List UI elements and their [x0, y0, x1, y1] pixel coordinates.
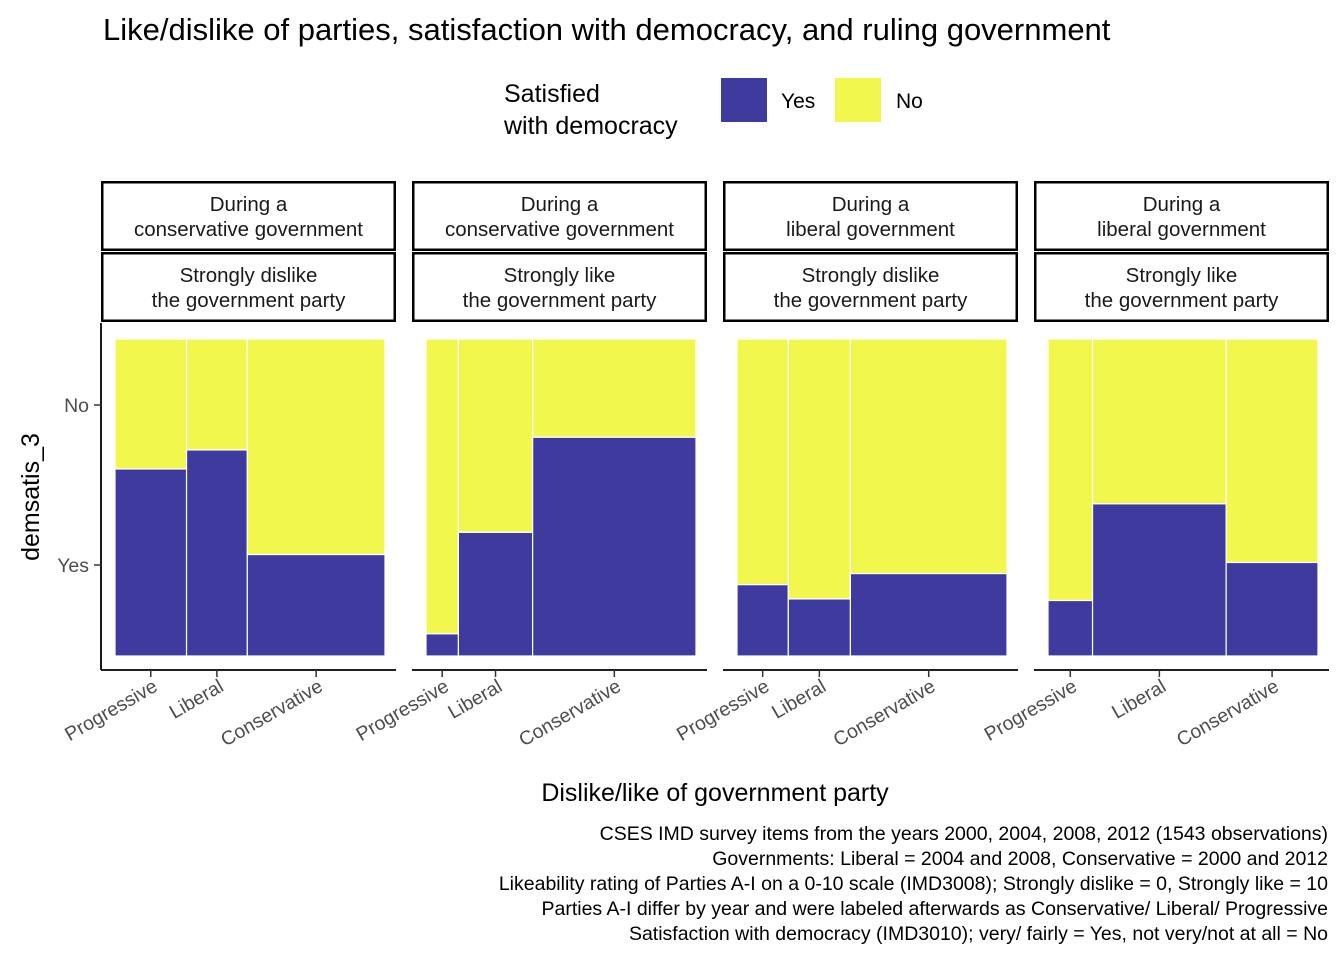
mosaic-tile-yes	[1091, 503, 1227, 657]
facet-strip-label: the government party	[774, 289, 968, 312]
facet-strip-label: liberal government	[786, 218, 955, 241]
x-tick-label: Conservative	[217, 675, 327, 751]
legend-title-line-1: Satisfied	[504, 80, 600, 108]
mosaic-tile-no	[736, 338, 789, 586]
chart-title: Like/dislike of parties, satisfaction wi…	[103, 12, 1111, 47]
x-tick-label: Conservative	[1173, 675, 1283, 751]
mosaic-tile-no	[1225, 338, 1319, 564]
caption-line-4: Parties A-I differ by year and were labe…	[541, 898, 1328, 920]
facet-strip-1	[412, 181, 707, 251]
legend-key-no	[835, 78, 881, 122]
facet-strip-2	[1034, 252, 1329, 322]
facet-strip-1	[723, 181, 1018, 251]
mosaic-tile-no	[787, 338, 851, 600]
x-tick-label: Liberal	[768, 675, 830, 723]
x-tick-label: Liberal	[166, 675, 228, 723]
mosaic-tile-yes	[185, 449, 248, 657]
x-tick-label: Progressive	[353, 675, 453, 746]
mosaic-tile-no	[185, 338, 248, 451]
x-tick-label: Progressive	[673, 675, 773, 746]
facet-strip-label: Strongly like	[1126, 264, 1238, 287]
y-tick-label: No	[64, 395, 89, 417]
mosaic-tile-no	[246, 338, 386, 556]
facet-strip-label: the government party	[152, 289, 346, 312]
facet-strip-label: liberal government	[1097, 218, 1266, 241]
mosaic-tile-no	[425, 338, 460, 635]
facet-strip-label: the government party	[1085, 289, 1279, 312]
mosaic-tile-no	[457, 338, 534, 533]
caption: CSES IMD survey items from the years 200…	[499, 823, 1328, 945]
mosaic-tile-yes	[1047, 599, 1094, 657]
mosaic-tile-yes	[114, 468, 188, 657]
mosaic-tile-no	[114, 338, 188, 470]
legend-title-line-2: with democracy	[503, 112, 678, 140]
facet-strip-2	[101, 252, 396, 322]
facet-strip-2	[723, 252, 1018, 322]
caption-line-2: Governments: Liberal = 2004 and 2008, Co…	[712, 848, 1328, 870]
caption-line-3: Likeability rating of Parties A-I on a 0…	[499, 873, 1328, 895]
mosaic-tile-no	[849, 338, 1008, 575]
mosaic-tile-yes	[425, 633, 460, 657]
mosaic-tile-yes	[246, 553, 386, 657]
mosaic-tile-yes	[849, 572, 1008, 657]
x-tick-label: Progressive	[981, 675, 1081, 746]
mosaic-tile-yes	[1225, 561, 1319, 657]
facet-strip-label: Strongly dislike	[180, 264, 318, 287]
facet-strip-1	[1034, 181, 1329, 251]
legend: Satisfied with democracy Yes No	[503, 78, 923, 140]
x-tick-label: Liberal	[444, 675, 506, 723]
facet-strip-label: During a	[210, 193, 288, 216]
mosaic-tile-no	[1047, 338, 1094, 602]
legend-label-no: No	[896, 90, 923, 113]
mosaic-tile-yes	[787, 598, 851, 657]
x-tick-label: Progressive	[61, 675, 161, 746]
facet-strip-label: conservative government	[134, 218, 363, 241]
y-tick-label: Yes	[57, 555, 89, 577]
facet-strip-2	[412, 252, 707, 322]
mosaic-tile-yes	[532, 436, 697, 657]
facet-strip-1	[101, 181, 396, 251]
legend-key-yes	[721, 78, 767, 122]
mosaic-tile-yes	[736, 584, 789, 657]
x-tick-label: Liberal	[1108, 675, 1170, 723]
caption-line-5: Satisfaction with democracy (IMD3010); v…	[629, 923, 1328, 945]
mosaic-tile-no	[532, 338, 697, 438]
caption-line-1: CSES IMD survey items from the years 200…	[600, 823, 1328, 845]
x-axis-title: Dislike/like of government party	[541, 779, 889, 807]
legend-label-yes: Yes	[781, 90, 815, 113]
x-tick-label: Conservative	[830, 675, 940, 751]
facet-strip-label: the government party	[463, 289, 657, 312]
facet-strip-label: Strongly dislike	[802, 264, 940, 287]
facet-strip-label: During a	[521, 193, 599, 216]
facet-strip-label: Strongly like	[504, 264, 616, 287]
mosaic-tile-no	[1091, 338, 1227, 505]
facet-strip-label: During a	[1143, 193, 1221, 216]
mosaic-tile-yes	[457, 531, 534, 657]
x-tick-label: Conservative	[515, 675, 625, 751]
facet-strip-label: During a	[832, 193, 910, 216]
y-axis-title: demsatis_3	[17, 433, 45, 561]
facet-strip-label: conservative government	[445, 218, 674, 241]
